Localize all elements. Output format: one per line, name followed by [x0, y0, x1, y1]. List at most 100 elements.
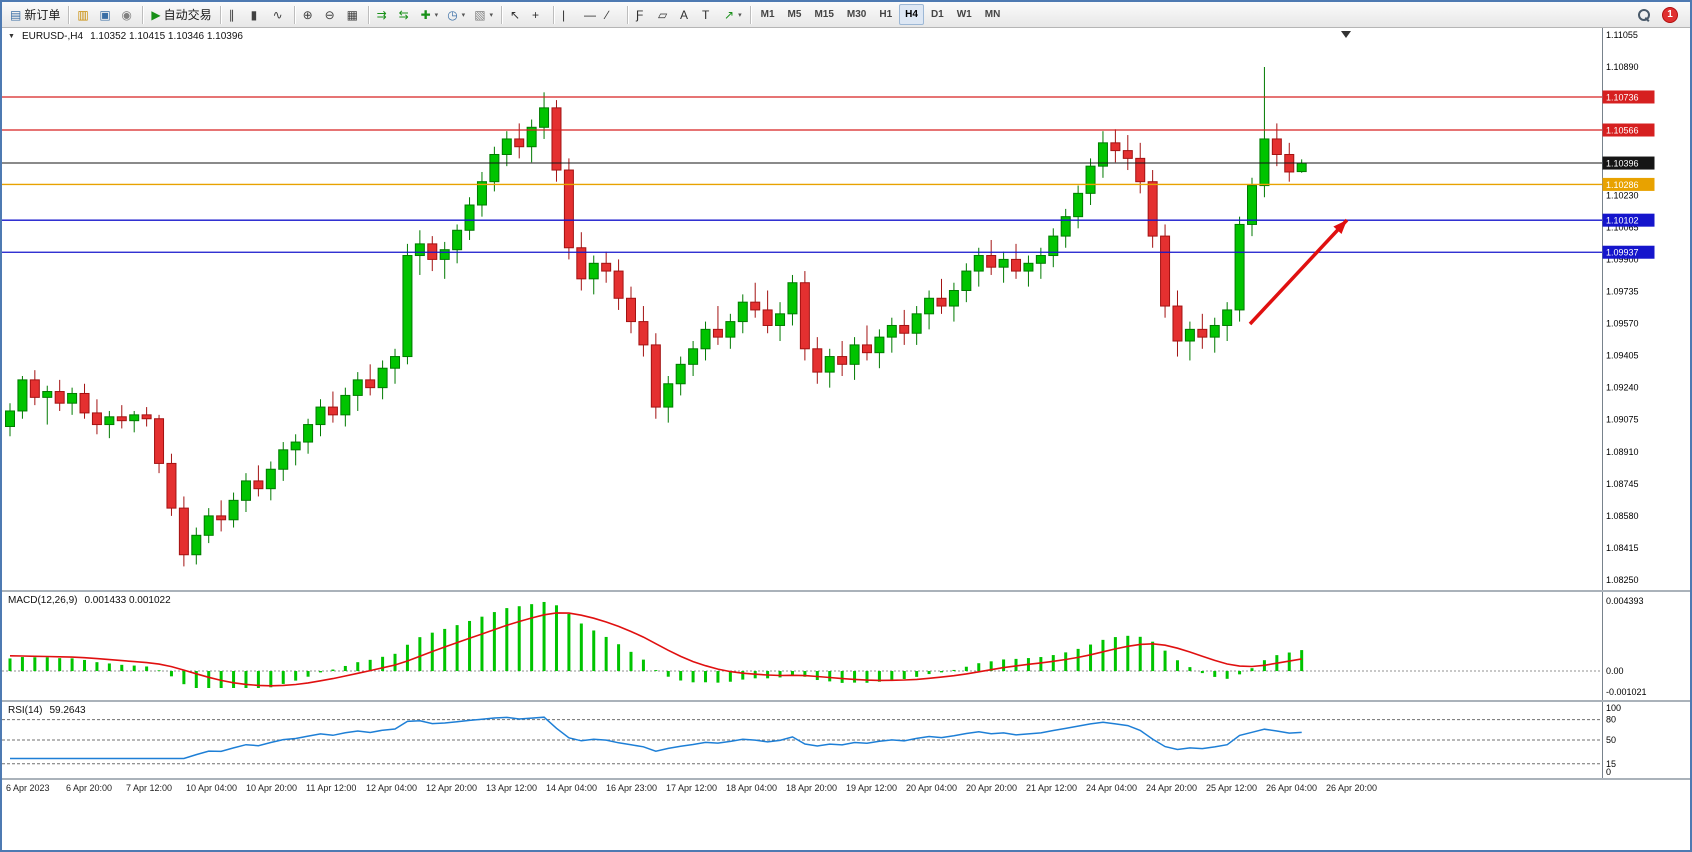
time-label: 6 Apr 2023: [6, 783, 50, 793]
crosshair-button[interactable]: +: [528, 4, 549, 25]
timeframe-h4-button[interactable]: H4: [899, 4, 924, 25]
templates-button[interactable]: ▧ ▾: [470, 4, 497, 25]
time-label: 6 Apr 20:00: [66, 783, 113, 793]
templates-icon: ▧: [474, 7, 486, 22]
auto-scroll-button[interactable]: ⇉: [373, 4, 394, 25]
panel-divider[interactable]: [2, 700, 1690, 702]
tile-windows-button[interactable]: ▦: [343, 4, 364, 25]
zoom-in-button[interactable]: ⊕: [299, 4, 320, 25]
new-chart-button[interactable]: ▥: [73, 4, 94, 25]
notification-badge[interactable]: 1: [1662, 6, 1678, 23]
trendline-icon: ∕: [606, 7, 609, 22]
arrows-button[interactable]: ↗ ▾: [720, 4, 746, 25]
toolbar-separator: [501, 5, 503, 24]
vertical-line-button[interactable]: |: [558, 4, 579, 25]
price-lines-group: 1.10736 1.10566 1.10396 1.10286 1.10102 1.099…: [2, 90, 1655, 259]
periods-button[interactable]: ◷ ▾: [443, 4, 469, 25]
time-label: 20 Apr 20:00: [966, 783, 1018, 793]
toolbar-separator: [749, 5, 751, 24]
svg-text:1.09937: 1.09937: [1606, 248, 1639, 258]
refresh-button[interactable]: ◉: [117, 4, 138, 25]
svg-text:1.10286: 1.10286: [1606, 180, 1639, 190]
new-order-button[interactable]: ▤ 新订单: [6, 4, 64, 25]
dropdown-caret-icon: ▾: [434, 11, 439, 19]
bar-chart-icon: ∥: [228, 7, 235, 22]
zoom-in-icon: ⊕: [302, 7, 313, 22]
svg-text:1.10230: 1.10230: [1606, 190, 1639, 200]
svg-text:15: 15: [1606, 759, 1616, 769]
panel-divider[interactable]: [2, 590, 1690, 592]
svg-text:1.08745: 1.08745: [1606, 479, 1639, 489]
zoom-out-button[interactable]: ⊖: [321, 4, 342, 25]
macd-values-text: 0.001433 0.001022: [84, 595, 171, 606]
time-label: 7 Apr 12:00: [126, 783, 173, 793]
panel-divider[interactable]: [2, 778, 1690, 780]
horizontal-line-button[interactable]: ―: [580, 4, 601, 25]
timeframe-m15-button[interactable]: M15: [814, 9, 834, 20]
time-label: 14 Apr 04:00: [546, 783, 598, 793]
price-badge: [1602, 123, 1655, 137]
time-label: 25 Apr 12:00: [1206, 783, 1258, 793]
price-badge: [1602, 177, 1655, 191]
search-icon: [1637, 8, 1651, 22]
macd-histogram: [8, 601, 1304, 688]
time-label: 18 Apr 20:00: [786, 783, 838, 793]
time-label: 10 Apr 04:00: [186, 783, 238, 793]
trendline-button[interactable]: ∕: [602, 4, 623, 25]
time-label: 16 Apr 23:00: [606, 783, 658, 793]
time-label: 10 Apr 20:00: [246, 783, 298, 793]
text-button[interactable]: A: [676, 4, 697, 25]
profiles-button[interactable]: ▣: [95, 4, 116, 25]
macd-signal-line: [9, 612, 1302, 687]
svg-text:0.00: 0.00: [1606, 666, 1624, 676]
toolbar-separator: [553, 5, 555, 24]
svg-text:1.10396: 1.10396: [1606, 159, 1639, 169]
svg-text:1.10736: 1.10736: [1606, 92, 1639, 102]
timeframe-m1-button[interactable]: M1: [760, 9, 775, 20]
annotation-arrow: [1248, 218, 1349, 326]
timeframe-h1-button[interactable]: H1: [879, 9, 893, 20]
timeframe-d1-button[interactable]: D1: [930, 9, 944, 20]
chart-menu-icon[interactable]: ▼: [8, 33, 15, 40]
svg-text:1.08250: 1.08250: [1606, 575, 1639, 585]
time-axis[interactable]: 6 Apr 2023 6 Apr 20:00 7 Apr 12:00 10 Apr 0…: [2, 780, 1690, 798]
text-label-button[interactable]: T: [698, 4, 719, 25]
svg-text:0.004393: 0.004393: [1606, 596, 1644, 606]
main-chart[interactable]: 1.110551.108901.107251.105601.103951.102…: [2, 28, 1690, 590]
arrows-icon: ↗: [724, 7, 735, 22]
candlestick-chart-button[interactable]: ▮: [247, 4, 268, 25]
price-badge: [1602, 245, 1655, 259]
macd-panel[interactable]: 0.004393 0.00 -0.001021: [2, 592, 1690, 700]
price-badge: [1602, 213, 1655, 227]
indicators-icon: ✚: [420, 7, 431, 22]
toolbar-separator: [219, 5, 221, 24]
indicators-button[interactable]: ✚ ▾: [417, 4, 443, 25]
search-button[interactable]: [1633, 4, 1655, 25]
timeframe-w1-button[interactable]: W1: [956, 9, 972, 20]
fibonacci-button[interactable]: Ƒ: [632, 4, 653, 25]
autotrading-button[interactable]: ▶ 自动交易: [147, 4, 215, 25]
autotrading-button-label: 自动交易: [163, 8, 212, 22]
time-label: 26 Apr 04:00: [1266, 783, 1318, 793]
toolbar: ▤ 新订单 ▥ ▣ ◉ ▶ 自动交易 ∥ ▮ ∿ ⊕ ⊖ ▦ ⇉ ⇆ ✚ ▾ ◷ ▾ ▧ ▾ ↖ + | ― ∕ Ƒ ▱ A T ↗ ▾ M1 M…: [2, 2, 1690, 28]
new-order-button-label: 新订单: [24, 8, 61, 22]
line-chart-button[interactable]: ∿: [269, 4, 290, 25]
timeframe-m30-button[interactable]: M30: [846, 9, 867, 20]
candles-group: [5, 67, 1307, 567]
channel-icon: ▱: [658, 7, 668, 22]
svg-text:1.09240: 1.09240: [1606, 383, 1639, 393]
chart-shift-button[interactable]: ⇆: [395, 4, 416, 25]
autotrading-icon: ▶: [151, 7, 161, 22]
candlestick-chart-icon: ▮: [250, 7, 258, 22]
time-label: 13 Apr 12:00: [486, 783, 538, 793]
timeframe-m5-button[interactable]: M5: [787, 9, 802, 20]
timeframe-mn-button[interactable]: MN: [984, 9, 1001, 20]
cursor-button[interactable]: ↖: [506, 4, 527, 25]
channel-button[interactable]: ▱: [654, 4, 675, 25]
refresh-icon: ◉: [121, 7, 132, 22]
svg-text:1.08580: 1.08580: [1606, 511, 1639, 521]
vertical-line-icon: |: [562, 7, 566, 22]
bar-chart-button[interactable]: ∥: [225, 4, 246, 25]
rsi-panel[interactable]: 100 80 50 150: [2, 702, 1690, 778]
